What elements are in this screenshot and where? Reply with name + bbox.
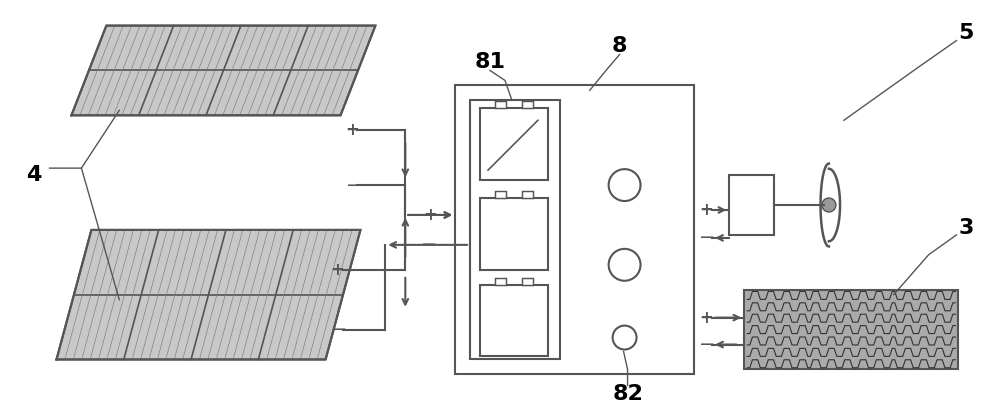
Text: +: + bbox=[699, 201, 713, 219]
Bar bbox=[495, 101, 506, 108]
Text: 5: 5 bbox=[959, 23, 974, 43]
Polygon shape bbox=[56, 230, 360, 359]
Text: +: + bbox=[699, 309, 713, 327]
Text: 3: 3 bbox=[959, 218, 974, 238]
Bar bbox=[495, 278, 506, 285]
Text: 4: 4 bbox=[26, 165, 41, 185]
Text: 8: 8 bbox=[612, 36, 627, 55]
Bar bbox=[480, 198, 548, 270]
Text: 82: 82 bbox=[612, 385, 643, 404]
Text: +: + bbox=[346, 121, 359, 139]
Text: 81: 81 bbox=[475, 52, 506, 73]
Text: −: − bbox=[699, 228, 716, 247]
Bar bbox=[744, 290, 958, 370]
Text: −: − bbox=[421, 235, 437, 254]
Bar bbox=[522, 101, 533, 108]
Polygon shape bbox=[71, 26, 375, 115]
Bar bbox=[455, 85, 694, 375]
Bar bbox=[522, 191, 533, 198]
Text: −: − bbox=[331, 320, 347, 339]
Text: +: + bbox=[423, 206, 437, 224]
Text: −: − bbox=[346, 176, 362, 195]
Bar bbox=[522, 278, 533, 285]
Bar bbox=[480, 285, 548, 356]
Bar bbox=[480, 108, 548, 180]
Text: +: + bbox=[331, 261, 344, 279]
Bar bbox=[495, 191, 506, 198]
Bar bbox=[729, 175, 774, 235]
Circle shape bbox=[822, 198, 836, 212]
Bar bbox=[470, 100, 560, 359]
Text: −: − bbox=[699, 335, 716, 354]
